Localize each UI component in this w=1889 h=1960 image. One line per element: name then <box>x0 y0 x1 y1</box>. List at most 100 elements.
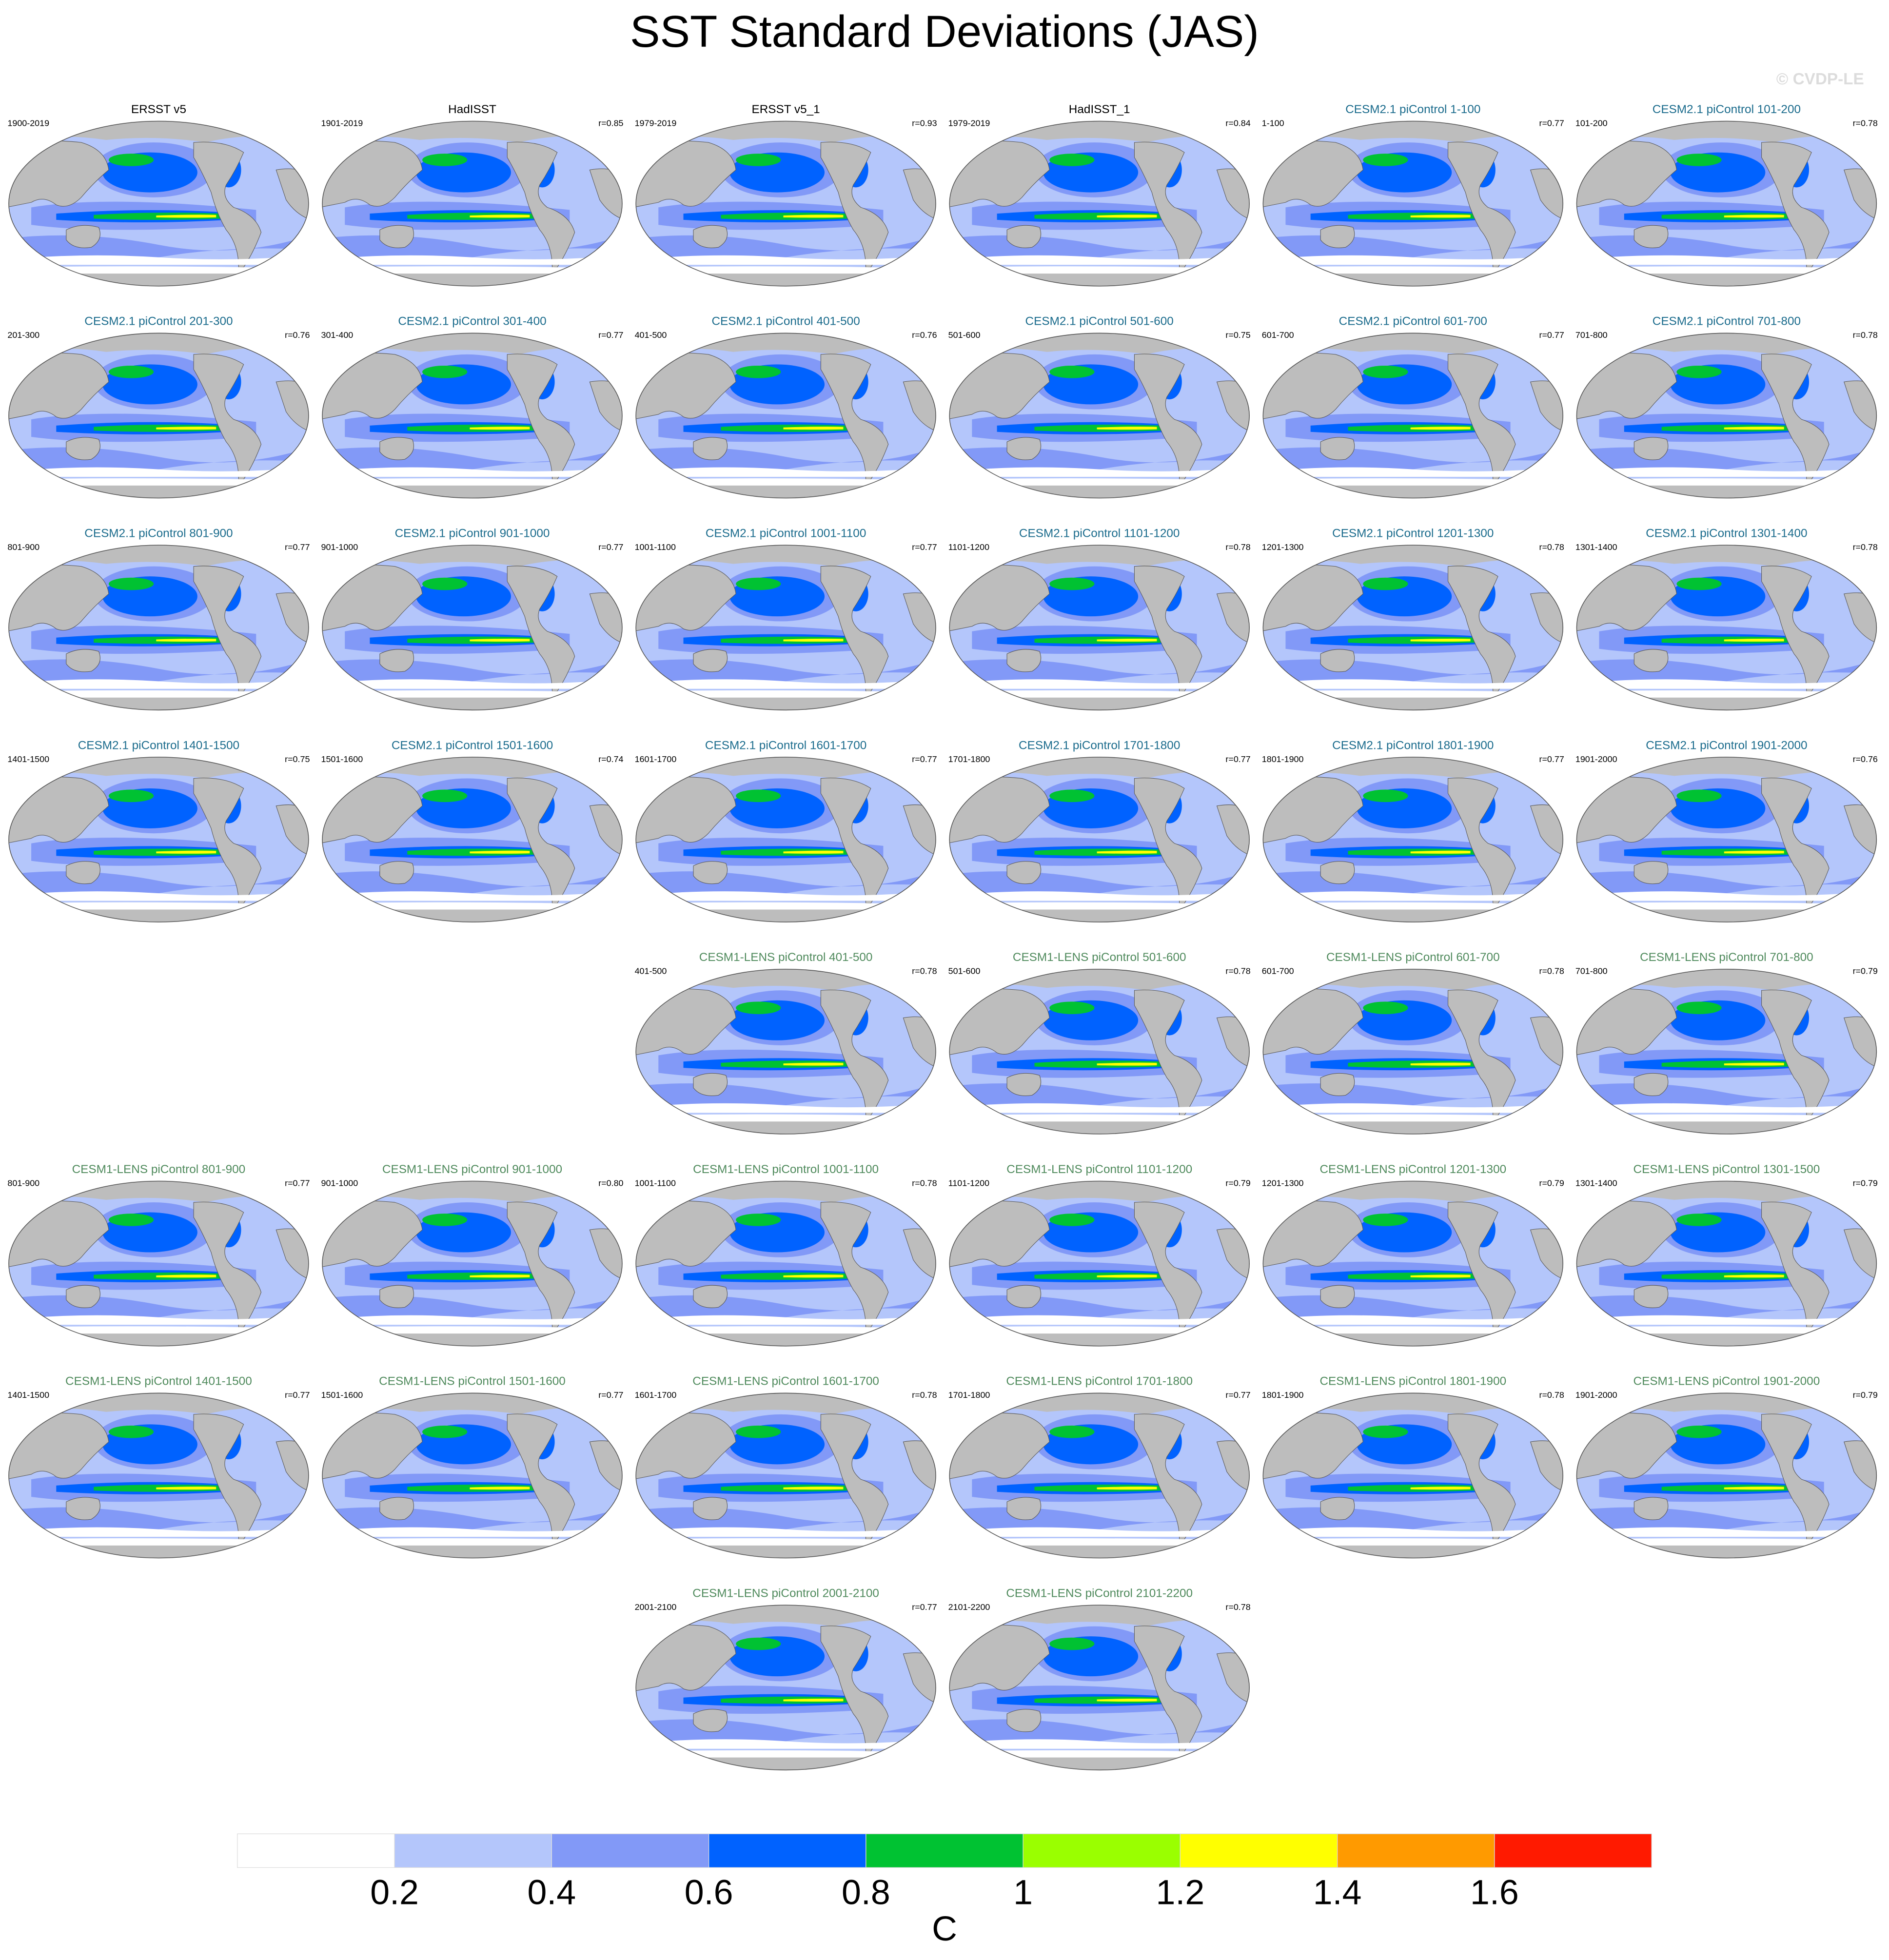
panel-period: 1201-1300 <box>1262 542 1304 552</box>
panel-period: 1900-2019 <box>7 118 49 128</box>
map-panel: CESM1-LENS piControl 1401-1500 1401-1500 r… <box>6 1375 311 1559</box>
panel-title: CESM2.1 piControl 201-300 <box>84 315 233 328</box>
panel-title: CESM1-LENS piControl 1801-1900 <box>1319 1375 1506 1388</box>
panel-title: CESM1-LENS piControl 1201-1300 <box>1319 1163 1506 1176</box>
panel-title: CESM1-LENS piControl 1901-2000 <box>1633 1375 1820 1388</box>
map-panel: CESM1-LENS piControl 501-600 501-600 r=0.7… <box>947 951 1252 1135</box>
panel-period: 1001-1100 <box>635 1178 676 1188</box>
colorbar-tick-label: 0.4 <box>527 1873 576 1912</box>
sst-map <box>1260 756 1565 923</box>
panel-period: 501-600 <box>948 966 981 976</box>
map-panel: HadISST_1 1979-2019 r=0.84 <box>947 103 1252 287</box>
panel-correlation: r=0.74 <box>598 754 623 764</box>
panel-title: CESM1-LENS piControl 901-1000 <box>382 1163 562 1176</box>
map-panel: CESM1-LENS piControl 701-800 701-800 r=0.7… <box>1574 951 1879 1135</box>
panel-period: 1501-1600 <box>321 754 363 764</box>
colorbar-box <box>237 1833 395 1868</box>
sst-map <box>947 1180 1252 1347</box>
panel-title: CESM1-LENS piControl 1301-1500 <box>1633 1163 1820 1176</box>
map-panel: ERSST v5_1 1979-2019 r=0.93 <box>633 103 938 287</box>
colorbar-tick-label: 0.6 <box>685 1873 733 1912</box>
panel-period: 1201-1300 <box>1262 1178 1304 1188</box>
sst-map <box>947 756 1252 923</box>
panel-title: CESM2.1 piControl 1-100 <box>1345 103 1480 116</box>
panel-period: 1601-1700 <box>635 1390 677 1400</box>
panel-correlation: r=0.76 <box>285 330 310 340</box>
panel-period: 1979-2019 <box>635 118 677 128</box>
panel-title: CESM2.1 piControl 301-400 <box>398 315 546 328</box>
panel-title: CESM2.1 piControl 1001-1100 <box>706 527 866 540</box>
panel-title: CESM2.1 piControl 1401-1500 <box>78 739 239 752</box>
panel-title: CESM2.1 piControl 1701-1800 <box>1019 739 1180 752</box>
panel-correlation: r=0.77 <box>598 542 623 552</box>
map-panel: CESM1-LENS piControl 1901-2000 1901-2000 r… <box>1574 1375 1879 1559</box>
panel-title: CESM2.1 piControl 1901-2000 <box>1646 739 1807 752</box>
map-panel: CESM2.1 piControl 1301-1400 1301-1400 r=0.… <box>1574 527 1879 711</box>
panel-period: 1501-1600 <box>321 1390 363 1400</box>
panel-title: HadISST <box>448 103 496 116</box>
panel-title: CESM1-LENS piControl 1001-1100 <box>693 1163 879 1176</box>
colorbar-tick-label: 1.6 <box>1470 1873 1519 1912</box>
map-panel: CESM2.1 piControl 201-300 201-300 r=0.76 <box>6 315 311 499</box>
map-panel: CESM2.1 piControl 801-900 801-900 r=0.77 <box>6 527 311 711</box>
panel-title: CESM2.1 piControl 401-500 <box>711 315 860 328</box>
panel-period: 601-700 <box>1262 330 1294 340</box>
colorbar-unit: C <box>932 1909 957 1948</box>
colorbar-tick-label: 1 <box>1013 1873 1033 1912</box>
panel-period: 2101-2200 <box>948 1602 990 1612</box>
panel-correlation: r=0.77 <box>285 1390 310 1400</box>
panel-title: HadISST_1 <box>1069 103 1130 116</box>
panel-title: CESM2.1 piControl 101-200 <box>1653 103 1801 116</box>
sst-map <box>320 120 625 287</box>
colorbar-box <box>394 1833 552 1868</box>
panel-title: CESM2.1 piControl 601-700 <box>1339 315 1487 328</box>
panel-title: CESM2.1 piControl 701-800 <box>1653 315 1801 328</box>
sst-map <box>6 1392 311 1559</box>
sst-map <box>1574 1180 1879 1347</box>
colorbar-box <box>1180 1833 1338 1868</box>
panel-correlation: r=0.76 <box>1853 754 1878 764</box>
panel-correlation: r=0.78 <box>1539 966 1564 976</box>
panel-title: CESM2.1 piControl 1501-1600 <box>392 739 553 752</box>
colorbar-tick-label: 1.4 <box>1313 1873 1362 1912</box>
panel-period: 1601-1700 <box>635 754 677 764</box>
panel-correlation: r=0.75 <box>1225 330 1250 340</box>
panel-title: CESM1-LENS piControl 701-800 <box>1640 951 1813 964</box>
sst-map <box>320 756 625 923</box>
map-panel: CESM2.1 piControl 1601-1700 1601-1700 r=0.… <box>633 739 938 923</box>
map-panel: CESM1-LENS piControl 1601-1700 1601-1700 r… <box>633 1375 938 1559</box>
sst-map <box>6 544 311 711</box>
sst-map <box>320 1392 625 1559</box>
sst-map <box>1574 120 1879 287</box>
sst-map <box>1574 968 1879 1135</box>
panel-correlation: r=0.77 <box>1539 330 1564 340</box>
map-panel: CESM2.1 piControl 101-200 101-200 r=0.78 <box>1574 103 1879 287</box>
panel-period: 701-800 <box>1575 966 1608 976</box>
colorbar-tick-label: 1.2 <box>1156 1873 1205 1912</box>
colorbar-box <box>1023 1833 1181 1868</box>
map-panel: CESM1-LENS piControl 1701-1800 1701-1800 r… <box>947 1375 1252 1559</box>
panel-title: CESM1-LENS piControl 401-500 <box>699 951 873 964</box>
colorbar-box <box>1337 1833 1495 1868</box>
panel-period: 801-900 <box>7 1178 39 1188</box>
panel-title: ERSST v5 <box>131 103 186 116</box>
panel-period: 1801-1900 <box>1262 754 1304 764</box>
map-panel: CESM2.1 piControl 1101-1200 1101-1200 r=0.… <box>947 527 1252 711</box>
panel-title: CESM2.1 piControl 1201-1300 <box>1332 527 1494 540</box>
panel-period: 301-400 <box>321 330 353 340</box>
map-panel: CESM1-LENS piControl 901-1000 901-1000 r=0… <box>320 1163 625 1347</box>
panel-title: CESM2.1 piControl 901-1000 <box>395 527 550 540</box>
panel-period: 901-1000 <box>321 542 358 552</box>
panel-period: 1301-1400 <box>1575 1178 1617 1188</box>
map-panel: CESM2.1 piControl 1-100 1-100 r=0.77 <box>1260 103 1565 287</box>
sst-map <box>947 1392 1252 1559</box>
sst-map <box>6 756 311 923</box>
sst-map <box>947 968 1252 1135</box>
panel-period: 401-500 <box>635 330 667 340</box>
panel-correlation: r=0.77 <box>598 330 623 340</box>
panel-title: CESM2.1 piControl 1101-1200 <box>1019 527 1180 540</box>
sst-map <box>6 332 311 499</box>
panel-correlation: r=0.76 <box>912 330 937 340</box>
sst-map <box>633 756 938 923</box>
